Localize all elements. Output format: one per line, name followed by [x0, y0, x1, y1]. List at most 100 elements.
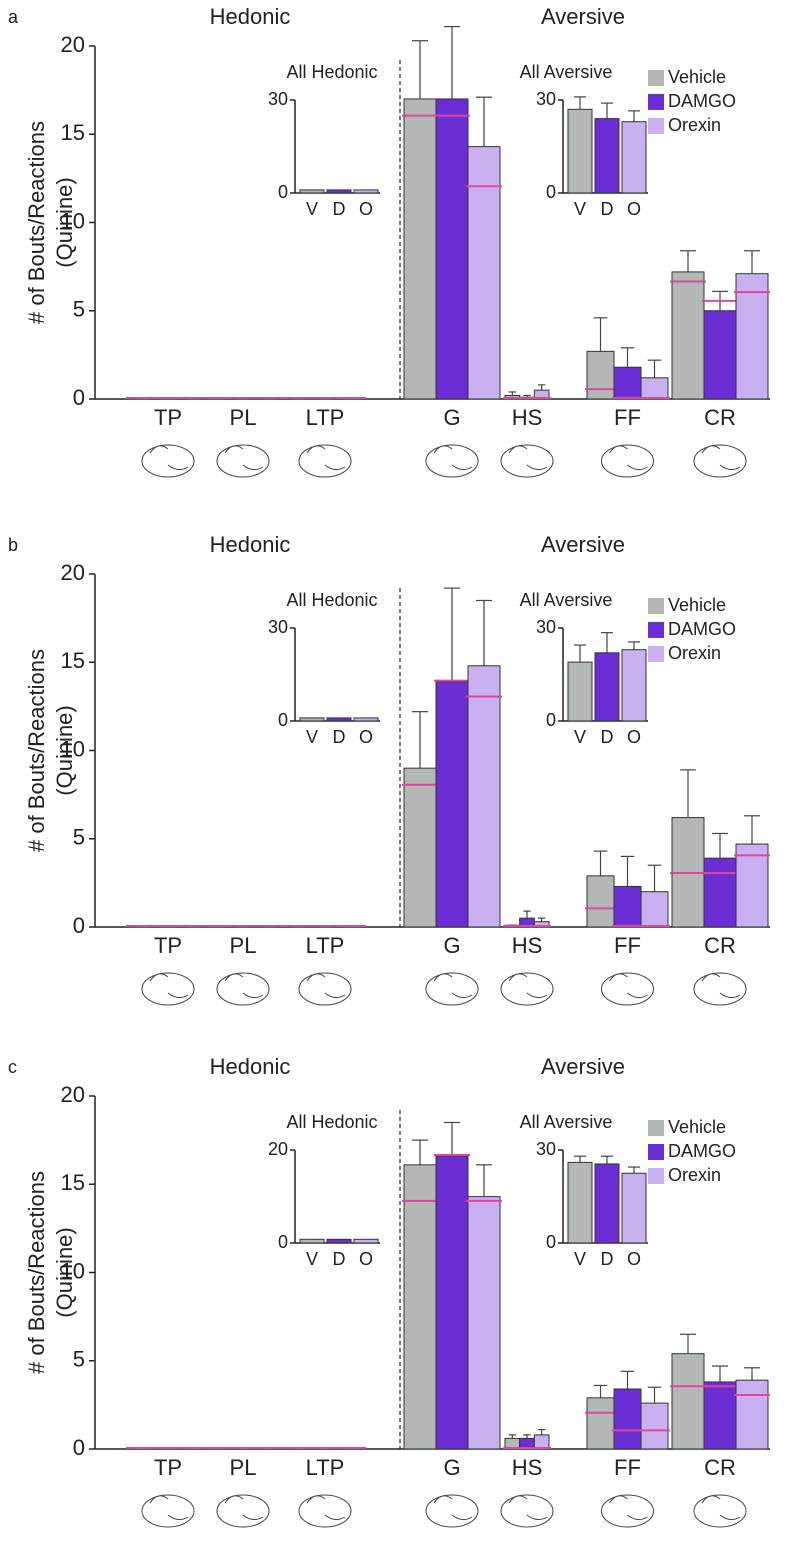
x-tick-label: PL [230, 405, 257, 430]
annotation: Aversive [541, 4, 625, 29]
annotation: Aversive [541, 1054, 625, 1079]
x-tick-label: G [443, 933, 460, 958]
x-tick-label: HS [512, 1455, 543, 1480]
bar [613, 1388, 642, 1450]
bar [640, 1402, 669, 1450]
rat-icon [298, 972, 352, 1006]
rat-icon [141, 1494, 195, 1528]
inset-y-tick-label: 0 [546, 1232, 556, 1252]
bar [586, 875, 615, 928]
rat-icon [500, 444, 554, 478]
legend-label: DAMGO [668, 619, 736, 639]
bar [735, 1379, 769, 1450]
y-tick-label: 10 [61, 736, 85, 761]
inset-x-label: D [333, 727, 346, 747]
x-tick-label: PL [230, 933, 257, 958]
inset-x-label: V [574, 1249, 586, 1269]
inset-bar [353, 189, 379, 194]
rat-icon [701, 973, 741, 999]
legend-label: Vehicle [668, 67, 726, 87]
inset-bar [567, 108, 593, 194]
bar [403, 1164, 437, 1450]
inset-y-tick-label: 30 [536, 1139, 556, 1159]
inset-x-label: O [359, 199, 373, 219]
y-tick-label: 20 [61, 32, 85, 57]
rat-icon [693, 1494, 747, 1528]
y-tick-label: 15 [61, 1170, 85, 1195]
inset-x-label: D [601, 199, 614, 219]
inset-y-tick-label: 0 [278, 1232, 288, 1252]
bar [467, 146, 501, 400]
rat-icon [306, 1495, 346, 1521]
rat-icon [601, 972, 654, 1006]
bar [435, 681, 469, 928]
rat-icon [149, 973, 189, 999]
x-tick-label: CR [704, 933, 736, 958]
inset-bar [299, 1238, 325, 1244]
legend-swatch [648, 118, 664, 134]
inset-y-tick-label: 0 [546, 182, 556, 202]
rat-icon [508, 973, 548, 999]
inset-x-label: V [306, 727, 318, 747]
inset-title: All Aversive [520, 590, 613, 610]
x-tick-label: TP [154, 933, 182, 958]
inset-bar [621, 121, 647, 194]
rat-icon [149, 445, 189, 471]
x-tick-label: TP [154, 405, 182, 430]
rat-icon [298, 1494, 352, 1528]
inset-bar [621, 1172, 647, 1244]
inset-x-label: V [574, 199, 586, 219]
annotation: Hedonic [210, 1054, 291, 1079]
x-tick-label: TP [154, 1455, 182, 1480]
x-tick-label: CR [704, 1455, 736, 1480]
legend-swatch [648, 622, 664, 638]
legend-label: Orexin [668, 115, 721, 135]
bar [640, 891, 669, 928]
inset-bar [326, 189, 352, 194]
y-tick-label: 5 [73, 825, 85, 850]
x-tick-label: LTP [306, 1455, 345, 1480]
rat-icon [693, 972, 747, 1006]
y-tick-label: 0 [73, 385, 85, 410]
rat-icon [141, 444, 195, 478]
x-tick-label: HS [512, 405, 543, 430]
inset-x-label: O [359, 1249, 373, 1269]
legend-swatch [648, 1168, 664, 1184]
rat-icon [601, 444, 654, 478]
inset-title: All Hedonic [286, 590, 377, 610]
legend-label: Vehicle [668, 595, 726, 615]
rat-icon [500, 972, 554, 1006]
y-tick-label: 5 [73, 297, 85, 322]
inset-bar [326, 1238, 352, 1244]
inset-bar [326, 717, 352, 722]
legend-swatch [648, 598, 664, 614]
x-tick-label: G [443, 1455, 460, 1480]
bar [403, 767, 437, 928]
bar [586, 1397, 615, 1450]
inset-bar [594, 652, 620, 722]
bar [735, 273, 769, 400]
rat-icon [149, 1495, 189, 1521]
inset-y-tick-label: 0 [278, 710, 288, 730]
x-tick-label: PL [230, 1455, 257, 1480]
bar [735, 843, 769, 928]
x-tick-label: FF [614, 1455, 641, 1480]
bar [467, 1196, 501, 1450]
y-axis-label: # of Bouts/Reactions [24, 121, 49, 324]
y-axis-label: # of Bouts/Reactions [24, 1171, 49, 1374]
inset-bar [621, 649, 647, 722]
y-tick-label: 10 [61, 208, 85, 233]
rat-icon [216, 444, 270, 478]
legend-label: Vehicle [668, 1117, 726, 1137]
inset-x-label: V [306, 199, 318, 219]
annotation: Hedonic [210, 4, 291, 29]
bar [613, 366, 642, 400]
inset-title: All Hedonic [286, 1112, 377, 1132]
x-tick-label: FF [614, 405, 641, 430]
legend-swatch [648, 70, 664, 86]
inset-x-label: D [333, 1249, 346, 1269]
rat-icon [224, 973, 264, 999]
rat-icon [425, 1494, 479, 1528]
main-chart: c Hedonic Aversive # of Bouts/Reactions (Qui… [8, 1054, 770, 1528]
y-tick-label: 15 [61, 648, 85, 673]
